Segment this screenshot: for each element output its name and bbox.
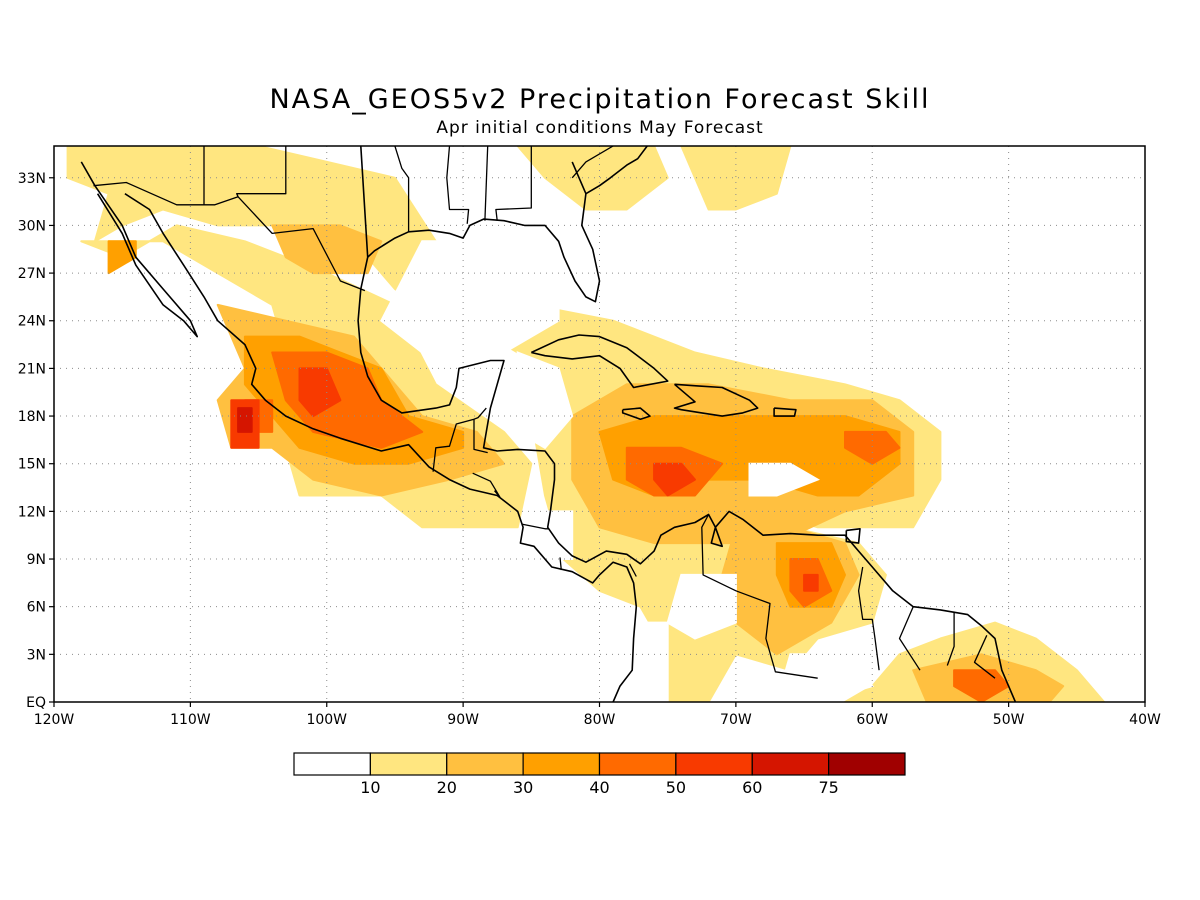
lat-tick-label: 30N [18,218,46,234]
lat-tick-label: EQ [26,695,46,711]
skill-region-19 [844,430,901,465]
border-12 [973,635,996,679]
low-skill-area-4 [544,510,574,560]
colorbar-label: 75 [818,778,838,797]
border-3 [473,419,488,454]
skill-region-25 [803,573,819,592]
coastline-7 [673,383,759,417]
border-5 [521,523,549,530]
colorbar-swatch [522,752,601,776]
skill-region-6 [680,146,792,211]
lon-tick-label: 110W [170,712,211,728]
lat-tick-label: 9N [27,552,46,568]
low-skill-area-7 [775,653,875,702]
low-skill-area-1 [380,240,560,370]
border-layer [93,146,996,679]
coastline-6 [530,334,669,389]
lat-tick-label: 18N [18,409,46,425]
colorbar-swatch [751,752,830,776]
skill-region-24 [653,462,696,497]
coastline-8 [621,407,651,421]
low-skill-area-2 [516,351,574,450]
low-skill-area-5 [666,573,737,640]
skill-region-26 [237,407,253,433]
skill-region-23 [298,367,342,418]
lat-tick-label: 27N [18,266,46,282]
lon-tick-label: 70W [720,712,752,728]
colorbar-swatch [446,752,524,776]
colorbar-swatch [828,752,906,776]
lat-tick-label: 6N [27,600,46,616]
lat-tick-label: 24N [18,314,46,330]
lon-tick-label: 40W [1129,712,1161,728]
skill-region-11 [271,224,383,275]
border-9 [857,566,880,671]
lon-tick-label: 60W [856,712,888,728]
lat-tick-label: 15N [18,457,46,473]
map-subtitle: Apr initial conditions May Forecast [436,118,764,138]
lon-tick-label: 80W [584,712,616,728]
coastline-2 [124,193,638,702]
map-title: NASA_GEOS5v2 Precipitation Forecast Skil… [269,84,931,115]
colorbar-swatch [598,752,677,776]
colorbar-label: 50 [666,778,686,797]
colorbar-swatch [675,752,753,776]
coastline-4 [367,161,601,303]
skill-region-5 [516,146,669,211]
lon-axis: 120W 110W 100W 90W 80W 70W 60W 50W 40W [34,702,1161,728]
colorbar-label: 30 [513,778,533,797]
lat-tick-label: 3N [27,647,46,663]
border-6 [559,557,562,571]
lat-tick-label: 21N [18,361,46,377]
border-16 [495,146,532,221]
border-18 [236,146,287,198]
border-7 [628,563,637,577]
skill-shading-layer [66,146,1106,702]
coastline-1 [80,161,198,338]
coastline-layer [80,146,1017,702]
lon-tick-label: 90W [447,712,479,728]
lat-axis: 33N 30N 27N 24N 21N 18N 15N 12N 9N 6N 3N EQ [18,171,54,711]
lon-tick-label: 50W [993,712,1025,728]
border-13 [394,146,410,232]
coastline-5 [585,146,648,195]
low-skill-area-6 [625,621,669,702]
lat-tick-label: 12N [18,504,46,520]
border-19 [571,146,614,179]
colorbar-label: 10 [360,778,380,797]
colorbar-label: 60 [742,778,762,797]
coastline-9 [773,407,797,417]
coastline-3 [357,146,1017,702]
border-4 [472,472,501,498]
border-14 [446,146,470,224]
colorbar-label: 20 [437,778,457,797]
low-skill-area-3 [748,462,820,497]
border-10 [898,606,921,671]
border-15 [484,146,489,221]
coastline-10 [845,527,861,544]
lon-tick-label: 100W [306,712,347,728]
lon-tick-label: 120W [34,712,75,728]
colorbar-swatch [293,752,371,776]
border-8 [701,514,818,679]
lat-tick-label: 33N [18,171,46,187]
colorbar-label: 40 [589,778,609,797]
colorbar: 10 20 30 40 50 60 75 [293,752,906,797]
border-2 [432,407,487,472]
border-11 [946,611,955,666]
colorbar-swatch [369,752,448,776]
